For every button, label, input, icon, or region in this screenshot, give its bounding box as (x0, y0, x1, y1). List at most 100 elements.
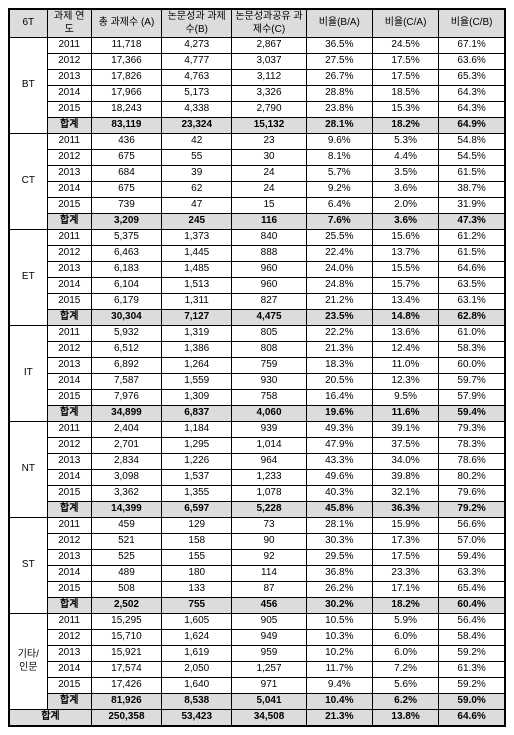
cb-cell: 63.6% (439, 54, 505, 70)
c-cell: 949 (232, 630, 306, 646)
grand-ba: 21.3% (306, 710, 372, 727)
ba-cell: 9.4% (306, 678, 372, 694)
a-cell: 436 (91, 134, 161, 150)
c-cell: 3,326 (232, 86, 306, 102)
year-cell: 2015 (47, 582, 91, 598)
table-row: 201315,9211,61995910.2%6.0%59.2% (9, 646, 505, 662)
ba-cell: 49.6% (306, 470, 372, 486)
ba-cell: 8.1% (306, 150, 372, 166)
ba-cell: 29.5% (306, 550, 372, 566)
b-cell: 158 (162, 534, 232, 550)
category-cell: IT (9, 326, 47, 422)
category-cell: BT (9, 38, 47, 134)
ca-cell: 17.5% (372, 54, 438, 70)
table-row: 20147,5871,55993020.5%12.3%59.7% (9, 374, 505, 390)
ca-cell: 12.3% (372, 374, 438, 390)
a-cell: 15,710 (91, 630, 161, 646)
table-row: IT20115,9321,31980522.2%13.6%61.0% (9, 326, 505, 342)
c-cell: 964 (232, 454, 306, 470)
a-cell: 684 (91, 166, 161, 182)
table-row: 20143,0981,5371,23349.6%39.8%80.2% (9, 470, 505, 486)
b-cell: 1,319 (162, 326, 232, 342)
a-cell: 17,574 (91, 662, 161, 678)
b-cell: 39 (162, 166, 232, 182)
year-cell: 2014 (47, 182, 91, 198)
b-cell: 1,619 (162, 646, 232, 662)
year-cell: 2011 (47, 422, 91, 438)
b-cell: 180 (162, 566, 232, 582)
ba-cell: 24.8% (306, 278, 372, 294)
sum-cb: 62.8% (439, 310, 505, 326)
a-cell: 6,463 (91, 246, 161, 262)
c-cell: 805 (232, 326, 306, 342)
ca-cell: 39.8% (372, 470, 438, 486)
c-cell: 3,112 (232, 70, 306, 86)
year-cell: 2011 (47, 230, 91, 246)
sum-cb: 47.3% (439, 214, 505, 230)
year-cell: 2012 (47, 534, 91, 550)
table-row: 201517,4261,6409719.4%5.6%59.2% (9, 678, 505, 694)
year-cell: 2015 (47, 198, 91, 214)
grand-cb: 64.6% (439, 710, 505, 727)
a-cell: 7,976 (91, 390, 161, 406)
sum-a: 30,304 (91, 310, 161, 326)
subtotal-row: 합계30,3047,1274,47523.5%14.8%62.8% (9, 310, 505, 326)
b-cell: 1,295 (162, 438, 232, 454)
a-cell: 17,426 (91, 678, 161, 694)
c-cell: 1,257 (232, 662, 306, 678)
year-cell: 2011 (47, 38, 91, 54)
ba-cell: 22.2% (306, 326, 372, 342)
c-cell: 92 (232, 550, 306, 566)
year-cell: 2013 (47, 646, 91, 662)
sum-a: 34,899 (91, 406, 161, 422)
year-cell: 2015 (47, 678, 91, 694)
sum-ba: 23.5% (306, 310, 372, 326)
ca-cell: 39.1% (372, 422, 438, 438)
year-cell: 2011 (47, 614, 91, 630)
cb-cell: 78.3% (439, 438, 505, 454)
year-cell: 2012 (47, 342, 91, 358)
a-cell: 18,243 (91, 102, 161, 118)
a-cell: 2,834 (91, 454, 161, 470)
year-cell: 2015 (47, 390, 91, 406)
table-header: 6T 과제 연도 총 과제수 (A) 논문성과 과제수(B) 논문성과공유 과제… (9, 9, 505, 38)
cb-cell: 58.4% (439, 630, 505, 646)
a-cell: 6,183 (91, 262, 161, 278)
cb-cell: 59.2% (439, 646, 505, 662)
b-cell: 1,485 (162, 262, 232, 278)
header-ca: 비율(C/A) (372, 9, 438, 38)
cb-cell: 79.6% (439, 486, 505, 502)
ca-cell: 5.9% (372, 614, 438, 630)
ca-cell: 15.3% (372, 102, 438, 118)
ba-cell: 23.8% (306, 102, 372, 118)
b-cell: 1,264 (162, 358, 232, 374)
cb-cell: 61.0% (439, 326, 505, 342)
cb-cell: 80.2% (439, 470, 505, 486)
header-ba: 비율(B/A) (306, 9, 372, 38)
b-cell: 155 (162, 550, 232, 566)
ba-cell: 10.5% (306, 614, 372, 630)
c-cell: 1,078 (232, 486, 306, 502)
ba-cell: 47.9% (306, 438, 372, 454)
sum-c: 4,060 (232, 406, 306, 422)
c-cell: 808 (232, 342, 306, 358)
header-c: 논문성과공유 과제수(C) (232, 9, 306, 38)
sum-a: 2,502 (91, 598, 161, 614)
header-b: 논문성과 과제수(B) (162, 9, 232, 38)
year-cell: 2014 (47, 86, 91, 102)
category-cell: CT (9, 134, 47, 230)
b-cell: 1,513 (162, 278, 232, 294)
b-cell: 1,537 (162, 470, 232, 486)
b-cell: 1,309 (162, 390, 232, 406)
sum-a: 83,119 (91, 118, 161, 134)
subtotal-row: 합계3,2092451167.6%3.6%47.3% (9, 214, 505, 230)
sum-ca: 6.2% (372, 694, 438, 710)
cb-cell: 64.6% (439, 262, 505, 278)
ba-cell: 9.6% (306, 134, 372, 150)
cb-cell: 63.3% (439, 566, 505, 582)
c-cell: 827 (232, 294, 306, 310)
sum-a: 3,209 (91, 214, 161, 230)
year-cell: 2011 (47, 134, 91, 150)
subtotal-row: 합계14,3996,5975,22845.8%36.3%79.2% (9, 502, 505, 518)
year-cell: 2014 (47, 374, 91, 390)
